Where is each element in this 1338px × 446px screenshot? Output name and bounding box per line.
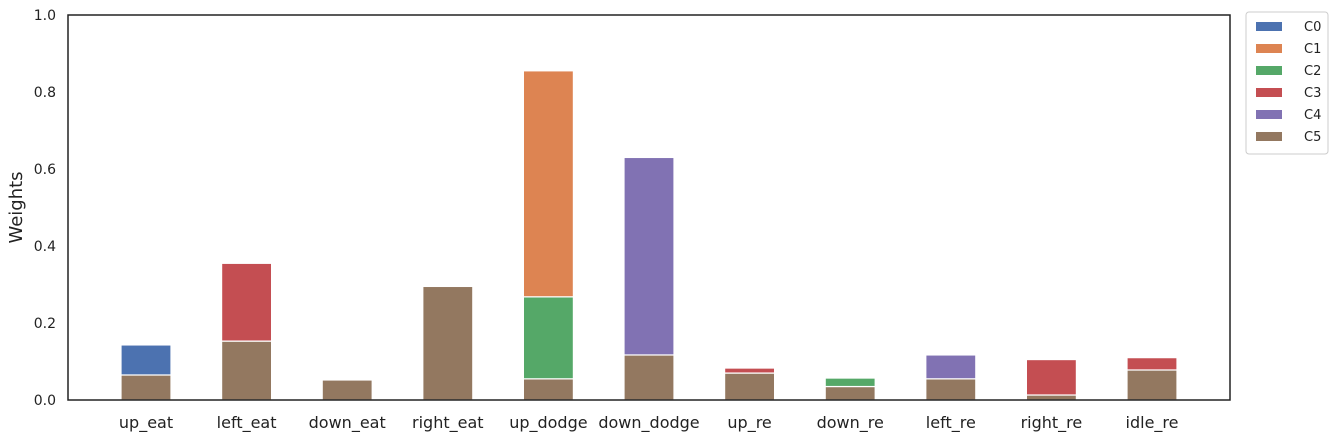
bar-right_re-C3 [1025, 358, 1078, 396]
y-tick-label: 0.0 [34, 393, 56, 409]
bar-down_dodge-C5 [623, 354, 675, 401]
x-tick-label: right_re [1021, 413, 1083, 433]
bar-up_eat-C5 [120, 374, 172, 401]
bar-left_re-C4 [925, 354, 977, 380]
bars-layer [120, 70, 1178, 401]
y-axis-label: Weights [6, 171, 27, 243]
bar-up_eat-C0 [120, 344, 172, 376]
x-tick-label: up_dodge [509, 413, 587, 433]
y-tick-label: 0.6 [34, 162, 56, 178]
legend-swatch-C1 [1256, 44, 1282, 53]
bar-up_re-C3 [723, 367, 776, 374]
legend-swatch-C4 [1256, 110, 1282, 119]
bar-up_dodge-C1 [522, 70, 575, 298]
x-tick-label: down_dodge [598, 413, 699, 433]
legend-label-C2: C2 [1304, 64, 1321, 79]
x-tick-label: right_eat [412, 413, 484, 433]
bar-right_eat-C5 [422, 285, 474, 401]
y-axis-ticks: 0.0 0.2 0.4 0.6 0.8 1.0 [34, 8, 56, 409]
bar-right_re-C5 [1025, 394, 1078, 401]
x-tick-label: up_re [727, 413, 771, 433]
bar-up_dodge-C5 [522, 378, 575, 401]
y-tick-label: 1.0 [34, 8, 56, 24]
bar-idle_re-C3 [1126, 357, 1178, 371]
x-tick-label: down_eat [309, 413, 386, 433]
bar-left_re-C5 [925, 378, 977, 401]
bar-left_eat-C3 [221, 262, 273, 342]
legend: C0 C1 C2 C3 C4 C5 [1245, 11, 1329, 155]
bar-down_re-C5 [824, 385, 876, 401]
x-axis-ticks: up_eat left_eat down_eat right_eat up_dodge d… [119, 413, 1179, 433]
bar-left_eat-C5 [221, 340, 273, 401]
legend-swatch-C2 [1256, 66, 1282, 75]
bar-down_dodge-C4 [623, 156, 675, 356]
bar-idle_re-C5 [1126, 369, 1178, 401]
legend-label-C5: C5 [1304, 130, 1321, 145]
x-tick-label: down_re [817, 413, 884, 433]
x-tick-label: left_eat [217, 413, 277, 433]
y-tick-label: 0.4 [34, 239, 56, 255]
y-tick-label: 0.8 [34, 85, 56, 101]
legend-swatch-C0 [1256, 22, 1282, 31]
legend-label-C1: C1 [1304, 42, 1321, 57]
legend-swatch-C3 [1256, 88, 1282, 97]
legend-label-C4: C4 [1304, 108, 1321, 123]
x-tick-label: idle_re [1126, 413, 1179, 433]
plot-frame [67, 14, 1231, 401]
x-tick-label: up_eat [119, 413, 173, 433]
legend-label-C3: C3 [1304, 86, 1321, 101]
legend-label-C0: C0 [1304, 20, 1321, 35]
bar-up_dodge-C2 [522, 296, 575, 380]
y-tick-label: 0.2 [34, 316, 56, 332]
legend-swatch-C5 [1256, 132, 1282, 141]
x-tick-label: left_re [926, 413, 976, 433]
bar-down_re-C2 [824, 377, 876, 388]
bar-down_eat-C5 [321, 379, 373, 401]
bar-up_re-C5 [723, 372, 776, 401]
